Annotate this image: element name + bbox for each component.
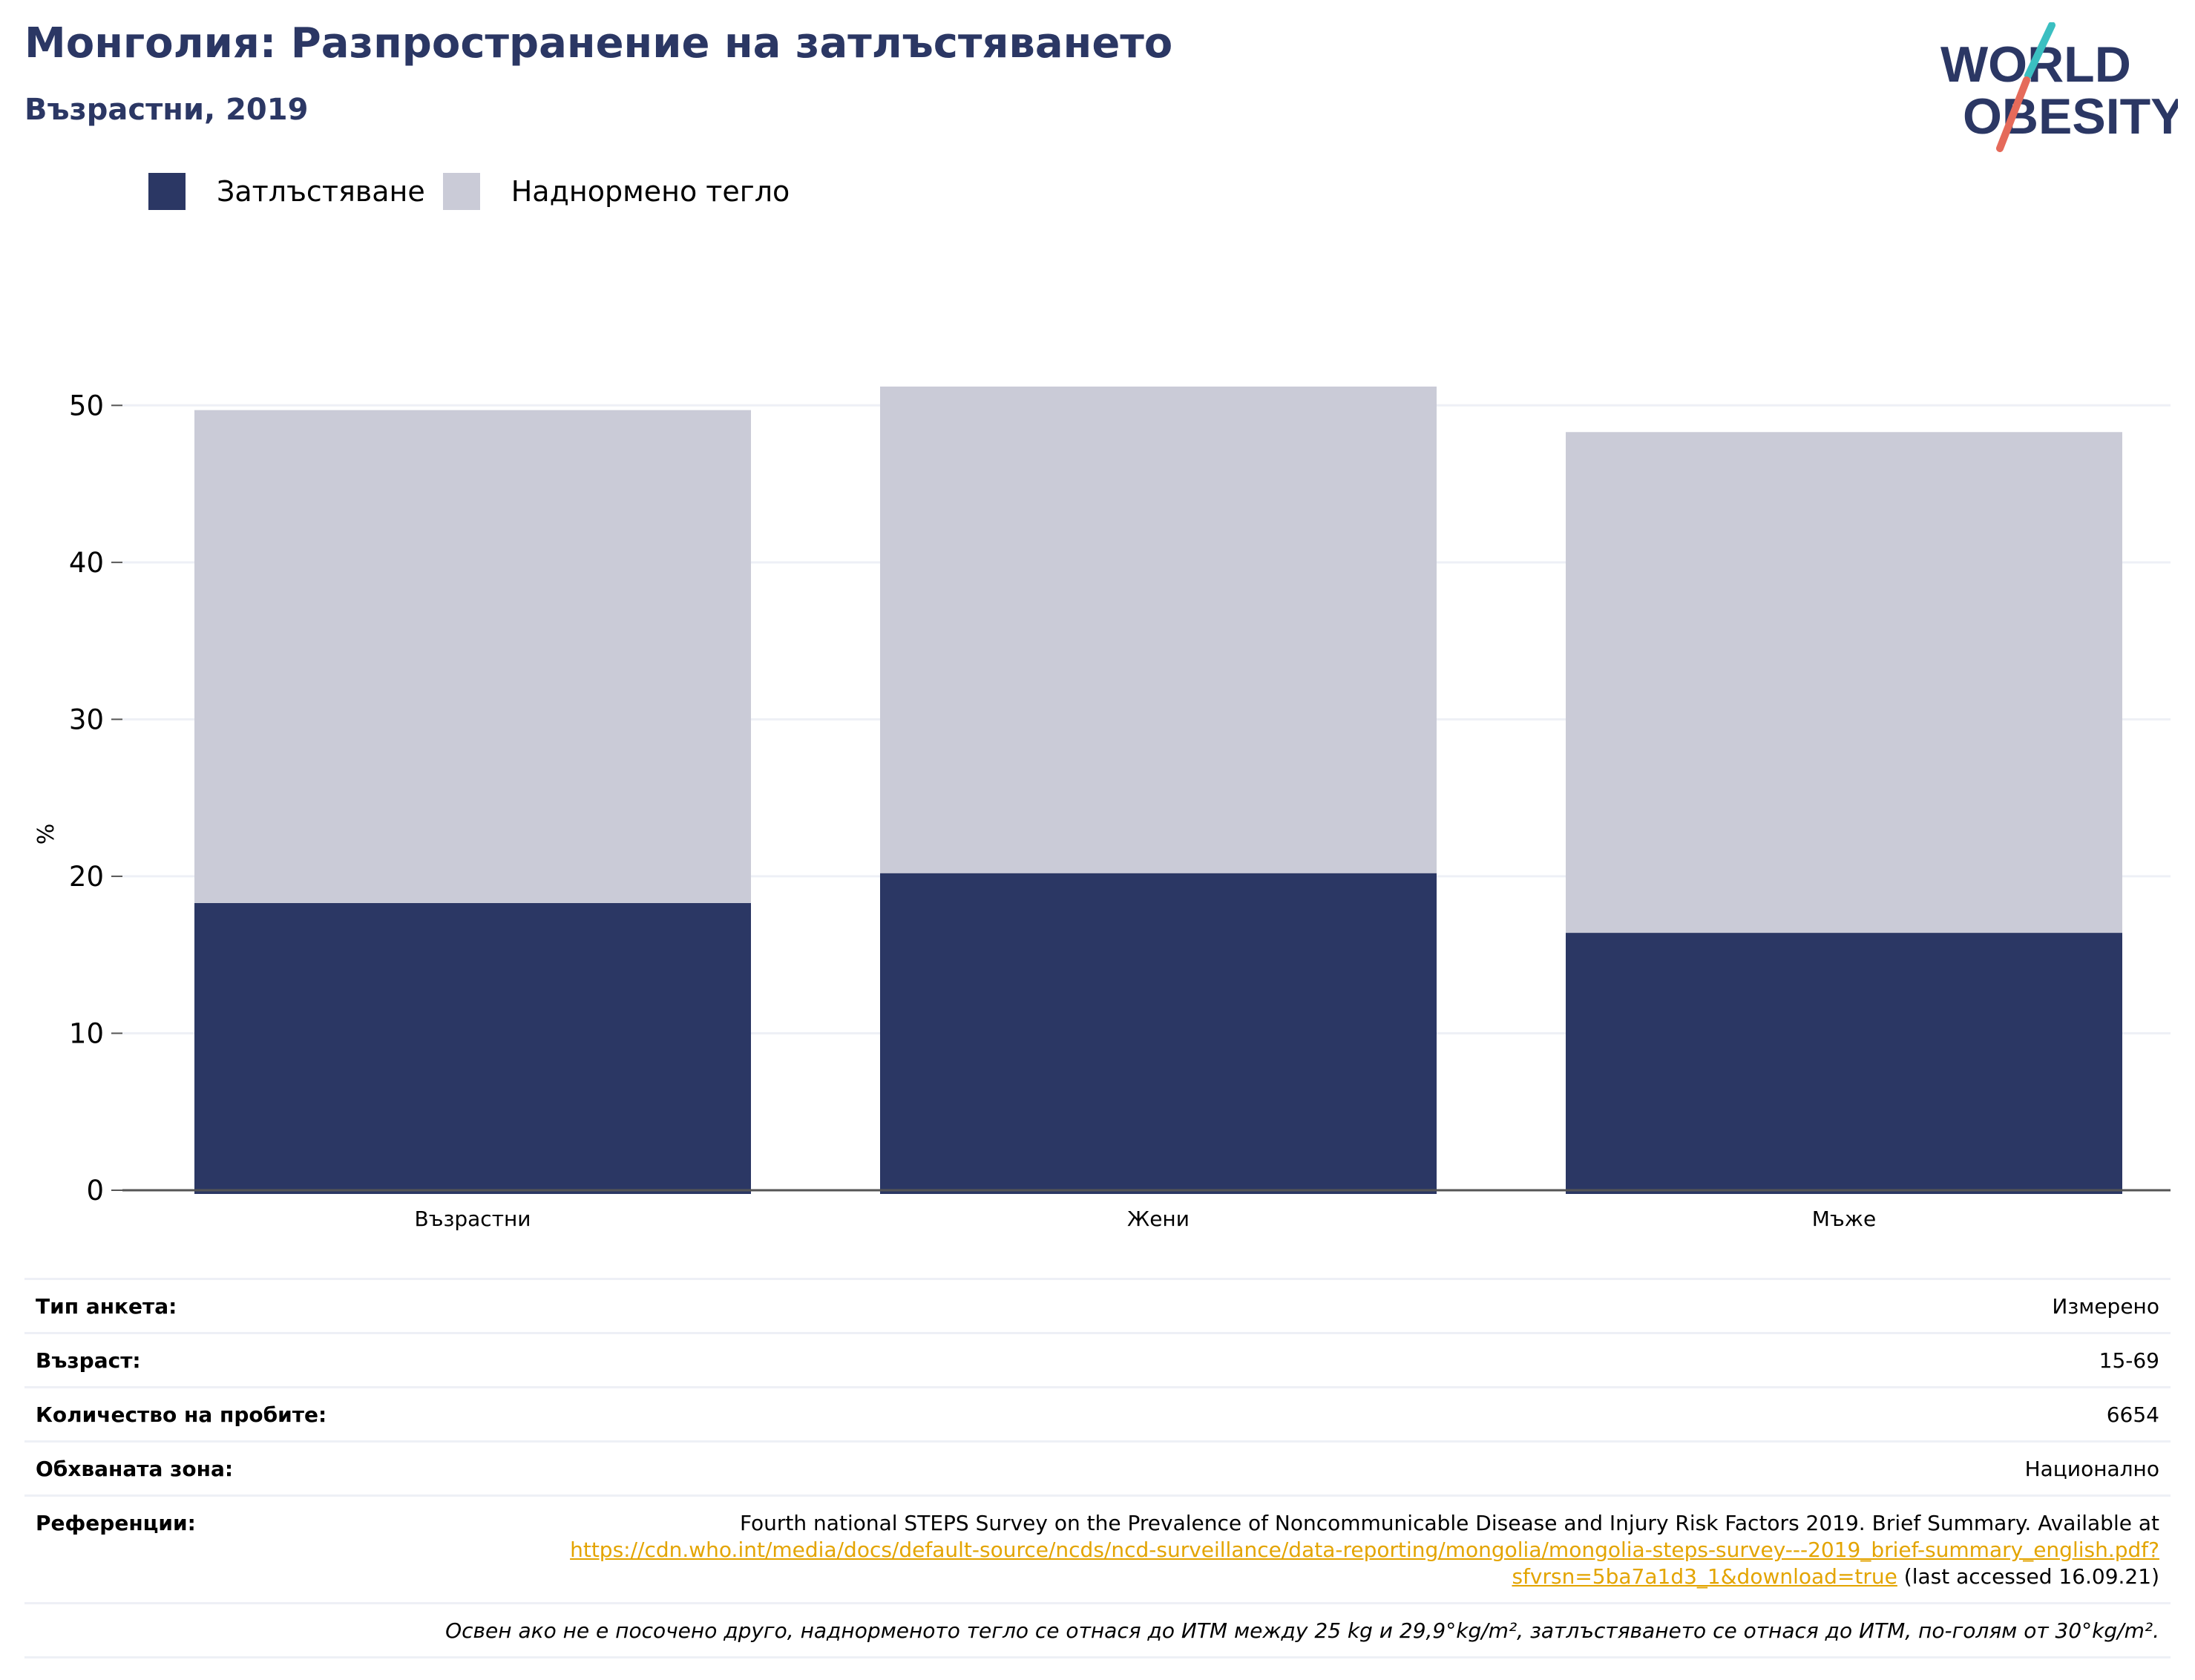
- info-value-references: Fourth national STEPS Survey on the Prev…: [416, 1510, 2159, 1590]
- x-tick-label: Жени: [1127, 1207, 1190, 1231]
- info-label-age: Възраст:: [36, 1348, 141, 1373]
- survey-info-table: Тип анкета: Измерено Възраст: 15-69 Коли…: [24, 1278, 2171, 1658]
- info-value-area: Национално: [2024, 1457, 2159, 1481]
- legend-swatch-obesity: [148, 173, 186, 210]
- reference-text: Fourth national STEPS Survey on the Prev…: [739, 1511, 2159, 1535]
- y-tick-label: 50: [69, 390, 104, 421]
- logo-teal-slash: [2024, 22, 2055, 79]
- bar-overweight-1: [194, 410, 751, 903]
- info-value-survey-type: Измерено: [2052, 1294, 2159, 1319]
- chart-legend: Затлъстяване Наднормено тегло: [148, 171, 806, 212]
- legend-item-overweight[interactable]: Наднормено тегло: [442, 173, 790, 210]
- y-tick-label: 30: [69, 703, 104, 735]
- world-obesity-logo: WORLD OBESITY: [1940, 22, 2178, 152]
- x-tick-label: Възрастни: [414, 1207, 531, 1231]
- info-label-sample-size: Количество на пробите:: [36, 1402, 327, 1427]
- y-tick-label: 0: [86, 1175, 104, 1207]
- x-tick-label: Мъже: [1812, 1207, 1876, 1231]
- bar-obesity-3: [1566, 933, 2122, 1194]
- y-tick-label: 40: [69, 547, 104, 579]
- bar-overweight-2: [880, 386, 1437, 873]
- info-row-references: Референции: Fourth national STEPS Survey…: [24, 1494, 2171, 1602]
- definition-note: Освен ако не е посочено друго, наднормен…: [24, 1602, 2171, 1658]
- chart-subtitle: Възрастни, 2019: [24, 93, 309, 127]
- legend-swatch-overweight: [442, 173, 480, 210]
- info-row-area: Обхваната зона: Национално: [24, 1440, 2171, 1494]
- info-value-age: 15-69: [2099, 1348, 2159, 1373]
- info-value-sample-size: 6654: [2106, 1402, 2159, 1427]
- info-row-sample-size: Количество на пробите: 6654: [24, 1386, 2171, 1440]
- reference-link[interactable]: https://cdn.who.int/media/docs/default-s…: [570, 1538, 2159, 1589]
- info-row-survey-type: Тип анкета: Измерено: [24, 1278, 2171, 1332]
- legend-item-obesity[interactable]: Затлъстяване: [148, 173, 425, 210]
- info-row-age: Възраст: 15-69: [24, 1332, 2171, 1386]
- chart-title: Монголия: Разпространение на затлъстяван…: [24, 19, 1173, 68]
- y-axis-label: %: [33, 824, 59, 845]
- info-label-survey-type: Тип анкета:: [36, 1294, 177, 1319]
- info-label-references: Референции:: [36, 1511, 196, 1535]
- bar-overweight-3: [1566, 432, 2122, 933]
- bar-obesity-1: [194, 902, 751, 1194]
- info-label-area: Обхваната зона:: [36, 1457, 234, 1481]
- logo-red-slash: [1996, 76, 2030, 152]
- y-tick-label: 20: [69, 861, 104, 893]
- y-tick-label: 10: [69, 1017, 104, 1049]
- reference-suffix: (last accessed 16.09.21): [1903, 1564, 2159, 1589]
- bar-obesity-2: [880, 873, 1437, 1194]
- stacked-bar-chart: 0 10 20 30 40 50% Възрастни Жени Мъже: [33, 386, 2171, 1231]
- legend-label-obesity: Затлъстяване: [217, 175, 425, 208]
- logo-text-obesity: OBESITY: [1963, 88, 2178, 145]
- legend-label-overweight: Наднормено тегло: [511, 175, 790, 208]
